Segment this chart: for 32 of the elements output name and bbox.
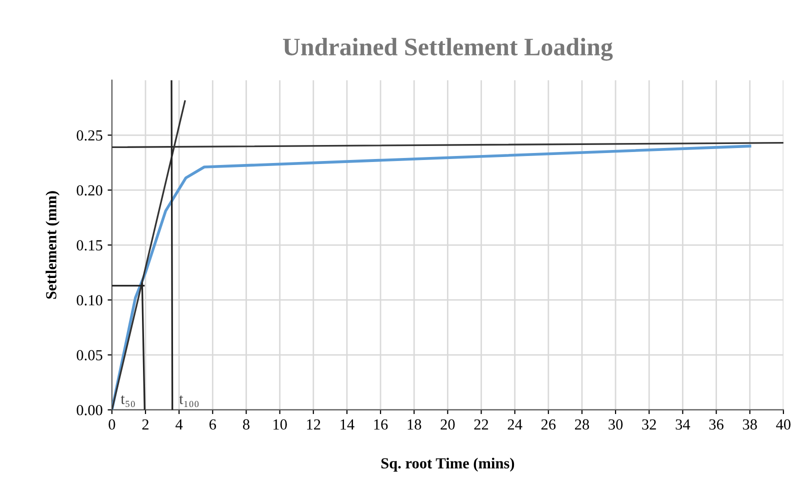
x-tick-label: 0 bbox=[108, 419, 116, 430]
x-tick-label: 24 bbox=[508, 419, 522, 430]
x-tick-label: 32 bbox=[642, 419, 656, 430]
x-tick-label: 6 bbox=[209, 419, 216, 430]
y-tick-label: 0.15 bbox=[76, 240, 102, 251]
x-axis-title: Sq. root Time (mins) bbox=[381, 458, 514, 472]
x-tick-label: 14 bbox=[340, 419, 354, 430]
x-tick-label: 30 bbox=[608, 419, 623, 430]
x-tick-label: 16 bbox=[374, 419, 388, 430]
annotation: t₁₀₀ bbox=[179, 395, 199, 408]
y-tick-label: 0.25 bbox=[76, 130, 102, 141]
y-axis-title: Settlement (mm) bbox=[46, 191, 60, 299]
annotation: t₅₀ bbox=[120, 395, 135, 408]
y-tick-label: 0.00 bbox=[76, 404, 102, 416]
x-tick-label: 18 bbox=[408, 419, 422, 430]
x-tick-label: 26 bbox=[541, 419, 556, 430]
x-tick-label: 20 bbox=[440, 419, 455, 430]
y-tick-label: 0.20 bbox=[76, 185, 102, 196]
x-tick-label: 40 bbox=[776, 419, 790, 430]
x-tick-label: 38 bbox=[742, 419, 757, 430]
x-tick-label: 12 bbox=[307, 419, 320, 430]
y-tick-label: 0.10 bbox=[76, 295, 102, 306]
x-tick-label: 34 bbox=[676, 419, 690, 430]
x-tick-label: 36 bbox=[709, 419, 724, 430]
x-tick-label: 2 bbox=[142, 419, 148, 430]
x-tick-label: 10 bbox=[274, 419, 287, 430]
chart-title: Undrained Settlement Loading bbox=[283, 38, 613, 61]
x-tick-label: 4 bbox=[176, 419, 183, 430]
y-tick-label: 0.05 bbox=[76, 350, 102, 360]
x-tick-label: 28 bbox=[575, 419, 590, 430]
x-tick-label: 8 bbox=[242, 419, 250, 430]
x-tick-label: 22 bbox=[474, 419, 488, 430]
